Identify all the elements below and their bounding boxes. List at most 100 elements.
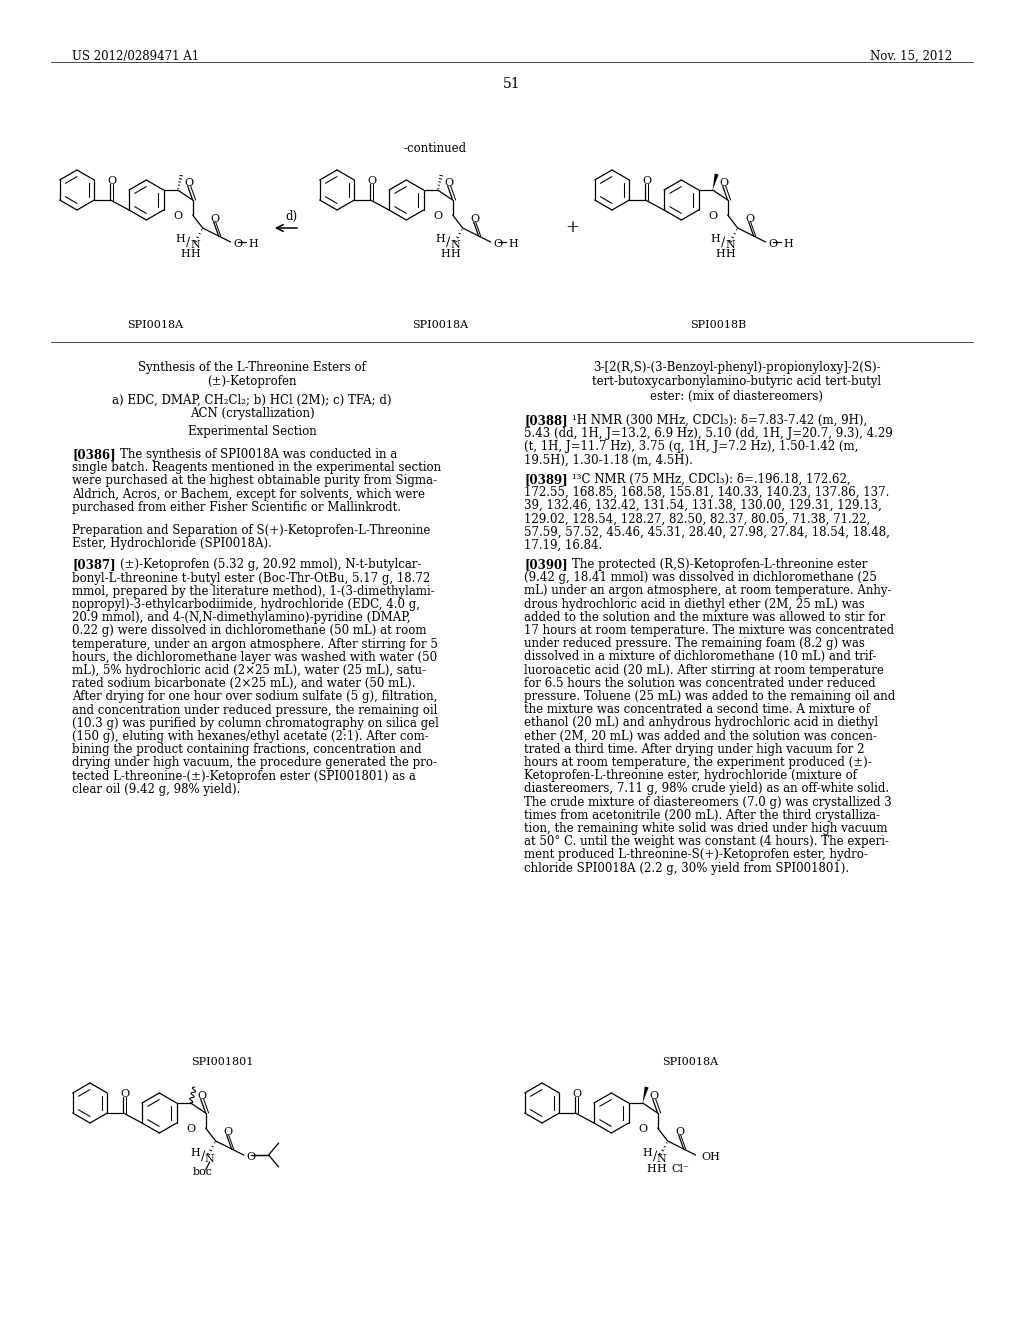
Text: diastereomers, 7.11 g, 98% crude yield) as an off-white solid.: diastereomers, 7.11 g, 98% crude yield) … [524, 783, 889, 796]
Text: N: N [190, 240, 201, 249]
Text: N: N [205, 1154, 214, 1164]
Text: H: H [190, 1148, 201, 1158]
Text: H: H [711, 234, 721, 244]
Text: ment produced L-threonine-S(+)-Ketoprofen ester, hydro-: ment produced L-threonine-S(+)-Ketoprofe… [524, 849, 868, 862]
Text: SPI0018A: SPI0018A [127, 319, 183, 330]
Text: SPI0018A: SPI0018A [662, 1057, 718, 1067]
Text: luoroacetic acid (20 mL). After stirring at room temperature: luoroacetic acid (20 mL). After stirring… [524, 664, 884, 677]
Text: were purchased at the highest obtainable purity from Sigma-: were purchased at the highest obtainable… [72, 474, 437, 487]
Text: Experimental Section: Experimental Section [187, 425, 316, 437]
Text: ¹H NMR (300 MHz, CDCl₃): δ=7.83-7.42 (m, 9H),: ¹H NMR (300 MHz, CDCl₃): δ=7.83-7.42 (m,… [572, 414, 867, 426]
Text: [0387]: [0387] [72, 558, 116, 572]
Text: rated sodium bicarbonate (2×25 mL), and water (50 mL).: rated sodium bicarbonate (2×25 mL), and … [72, 677, 416, 690]
Text: trated a third time. After drying under high vacuum for 2: trated a third time. After drying under … [524, 743, 864, 756]
Text: 17 hours at room temperature. The mixture was concentrated: 17 hours at room temperature. The mixtur… [524, 624, 894, 638]
Text: 172.55, 168.85, 168.58, 155.81, 140.33, 140.23, 137.86, 137.: 172.55, 168.85, 168.58, 155.81, 140.33, … [524, 486, 890, 499]
Text: (10.3 g) was purified by column chromatography on silica gel: (10.3 g) was purified by column chromato… [72, 717, 439, 730]
Text: pressure. Toluene (25 mL) was added to the remaining oil and: pressure. Toluene (25 mL) was added to t… [524, 690, 895, 704]
Text: drous hydrochloric acid in diethyl ether (2M, 25 mL) was: drous hydrochloric acid in diethyl ether… [524, 598, 864, 611]
Text: Aldrich, Acros, or Bachem, except for solvents, which were: Aldrich, Acros, or Bachem, except for so… [72, 487, 425, 500]
Text: H: H [783, 239, 794, 249]
Text: a) EDC, DMAP, CH₂Cl₂; b) HCl (2M); c) TFA; d): a) EDC, DMAP, CH₂Cl₂; b) HCl (2M); c) TF… [113, 393, 392, 407]
Text: ester: (mix of diastereomers): ester: (mix of diastereomers) [650, 389, 823, 403]
Text: ∕: ∕ [201, 1150, 205, 1163]
Text: (150 g), eluting with hexanes/ethyl acetate (2:1). After com-: (150 g), eluting with hexanes/ethyl acet… [72, 730, 429, 743]
Text: O: O [223, 1127, 232, 1137]
Polygon shape [713, 173, 719, 190]
Text: chloride SPI0018A (2.2 g, 30% yield from SPI001801).: chloride SPI0018A (2.2 g, 30% yield from… [524, 862, 849, 875]
Text: O: O [433, 211, 442, 220]
Text: ¹³C NMR (75 MHz, CDCl₃): δ=.196.18, 172.62,: ¹³C NMR (75 MHz, CDCl₃): δ=.196.18, 172.… [572, 473, 851, 486]
Text: Cl⁻: Cl⁻ [672, 1164, 689, 1173]
Text: H: H [716, 249, 726, 259]
Text: ∕: ∕ [721, 235, 725, 248]
Text: SPI0018A: SPI0018A [412, 319, 468, 330]
Text: [0386]: [0386] [72, 447, 116, 461]
Text: O: O [120, 1089, 129, 1100]
Text: (t, 1H, J=11.7 Hz), 3.75 (q, 1H, J=7.2 Hz), 1.50-1.42 (m,: (t, 1H, J=11.7 Hz), 3.75 (q, 1H, J=7.2 H… [524, 441, 858, 453]
Text: d): d) [285, 210, 297, 223]
Polygon shape [643, 1086, 648, 1104]
Text: O: O [639, 1125, 647, 1134]
Text: OH: OH [701, 1152, 721, 1162]
Text: US 2012/0289471 A1: US 2012/0289471 A1 [72, 50, 199, 63]
Text: tion, the remaining white solid was dried under high vacuum: tion, the remaining white solid was drie… [524, 822, 888, 836]
Text: H: H [190, 249, 201, 259]
Text: hours, the dichloromethane layer was washed with water (50: hours, the dichloromethane layer was was… [72, 651, 437, 664]
Text: O: O [210, 214, 219, 224]
Text: drying under high vacuum, the procedure generated the pro-: drying under high vacuum, the procedure … [72, 756, 437, 770]
Text: O: O [470, 214, 479, 224]
Text: O: O [745, 214, 755, 224]
Text: O: O [675, 1127, 684, 1137]
Text: H: H [176, 234, 185, 244]
Text: 129.02, 128.54, 128.27, 82.50, 82.37, 80.05, 71.38, 71.22,: 129.02, 128.54, 128.27, 82.50, 82.37, 80… [524, 512, 870, 525]
Text: O: O [719, 178, 728, 187]
Text: H: H [440, 249, 451, 259]
Text: purchased from either Fisher Scientific or Mallinkrodt.: purchased from either Fisher Scientific … [72, 500, 401, 513]
Text: 19.5H), 1.30-1.18 (m, 4.5H).: 19.5H), 1.30-1.18 (m, 4.5H). [524, 454, 693, 466]
Text: N: N [726, 240, 735, 249]
Text: (9.42 g, 18.41 mmol) was dissolved in dichloromethane (25: (9.42 g, 18.41 mmol) was dissolved in di… [524, 572, 877, 585]
Text: O: O [368, 176, 377, 186]
Text: (±)-Ketoprofen: (±)-Ketoprofen [207, 375, 297, 388]
Text: H: H [643, 1148, 652, 1158]
Text: [0390]: [0390] [524, 558, 567, 572]
Text: O: O [186, 1125, 196, 1134]
Text: under reduced pressure. The remaining foam (8.2 g) was: under reduced pressure. The remaining fo… [524, 638, 865, 651]
Text: ether (2M, 20 mL) was added and the solution was concen-: ether (2M, 20 mL) was added and the solu… [524, 730, 877, 743]
Text: at 50° C. until the weight was constant (4 hours). The experi-: at 50° C. until the weight was constant … [524, 836, 889, 849]
Text: the mixture was concentrated a second time. A mixture of: the mixture was concentrated a second ti… [524, 704, 870, 717]
Text: 57.59, 57.52, 45.46, 45.31, 28.40, 27.98, 27.84, 18.54, 18.48,: 57.59, 57.52, 45.46, 45.31, 28.40, 27.98… [524, 525, 890, 539]
Text: (±)-Ketoprofen (5.32 g, 20.92 mmol), N-t-butylcar-: (±)-Ketoprofen (5.32 g, 20.92 mmol), N-t… [120, 558, 422, 572]
Text: dissolved in a mixture of dichloromethane (10 mL) and trif-: dissolved in a mixture of dichloromethan… [524, 651, 877, 664]
Text: H: H [726, 249, 735, 259]
Text: Nov. 15, 2012: Nov. 15, 2012 [869, 50, 952, 63]
Text: boc: boc [193, 1167, 213, 1177]
Text: mmol, prepared by the literature method), 1-(3-dimethylami-: mmol, prepared by the literature method)… [72, 585, 435, 598]
Text: The crude mixture of diastereomers (7.0 g) was crystallized 3: The crude mixture of diastereomers (7.0 … [524, 796, 892, 809]
Text: clear oil (9.42 g, 98% yield).: clear oil (9.42 g, 98% yield). [72, 783, 241, 796]
Text: tert-butoxycarbonylamino-butyric acid tert-butyl: tert-butoxycarbonylamino-butyric acid te… [593, 375, 882, 388]
Text: mL) under an argon atmosphere, at room temperature. Anhy-: mL) under an argon atmosphere, at room t… [524, 585, 892, 598]
Text: nopropyl)-3-ethylcarbodiimide, hydrochloride (EDC, 4.0 g,: nopropyl)-3-ethylcarbodiimide, hydrochlo… [72, 598, 420, 611]
Text: +: + [565, 219, 579, 236]
Text: ∕: ∕ [652, 1150, 656, 1163]
Text: 39, 132.46, 132.42, 131.54, 131.38, 130.00, 129.31, 129.13,: 39, 132.46, 132.42, 131.54, 131.38, 130.… [524, 499, 882, 512]
Text: O: O [184, 178, 194, 187]
Text: O: O [709, 211, 718, 220]
Text: for 6.5 hours the solution was concentrated under reduced: for 6.5 hours the solution was concentra… [524, 677, 876, 690]
Text: H: H [647, 1164, 656, 1173]
Text: N: N [451, 240, 461, 249]
Text: SPI001801: SPI001801 [190, 1057, 253, 1067]
Text: H: H [181, 249, 190, 259]
Text: [0389]: [0389] [524, 473, 567, 486]
Text: -continued: -continued [403, 141, 467, 154]
Text: ∕: ∕ [445, 235, 450, 248]
Text: ethanol (20 mL) and anhydrous hydrochloric acid in diethyl: ethanol (20 mL) and anhydrous hydrochlor… [524, 717, 879, 730]
Text: 17.19, 16.84.: 17.19, 16.84. [524, 539, 602, 552]
Text: O: O [233, 239, 243, 249]
Text: O: O [769, 239, 778, 249]
Text: bining the product containing fractions, concentration and: bining the product containing fractions,… [72, 743, 422, 756]
Text: The protected (R,S)-Ketoprofen-L-threonine ester: The protected (R,S)-Ketoprofen-L-threoni… [572, 558, 867, 572]
Text: tected L-threonine-(±)-Ketoprofen ester (SPI001801) as a: tected L-threonine-(±)-Ketoprofen ester … [72, 770, 416, 783]
